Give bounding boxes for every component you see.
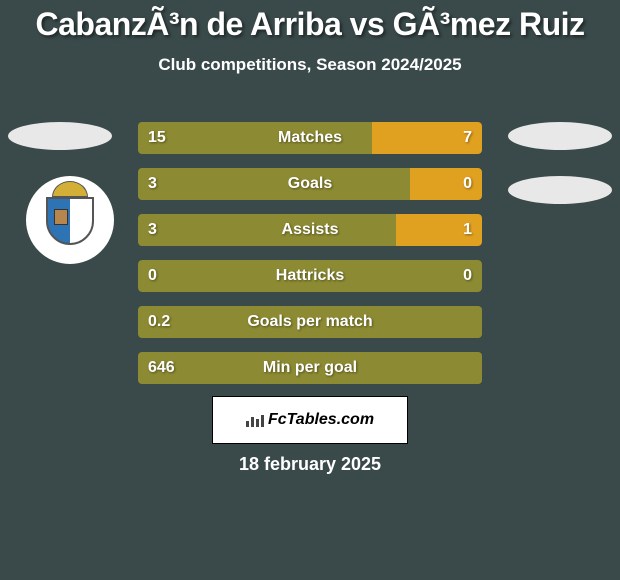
stat-value-right: 7 [463,129,472,147]
player1-club-crest [26,176,114,264]
stat-label: Assists [282,221,339,239]
page-title: CabanzÃ³n de Arriba vs GÃ³mez Ruiz [0,0,620,43]
stats-bars-container: 15 7 Matches 3 0 Goals 3 1 Assists 0 0 Hattricks 0.2… [138,122,482,398]
stat-label: Goals [288,175,332,193]
stat-value-right: 1 [463,221,472,239]
player2-club-badge-placeholder-1 [508,122,612,150]
stat-label: Matches [278,129,342,147]
crest-icon [46,191,94,249]
bar-chart-icon [246,413,264,427]
stat-value-right: 0 [463,267,472,285]
stat-value-left: 0 [148,267,157,285]
stat-row: 3 1 Assists [138,214,482,246]
footer-attribution[interactable]: FcTables.com [212,396,408,444]
stat-label: Hattricks [276,267,344,285]
stats-comparison-card: CabanzÃ³n de Arriba vs GÃ³mez Ruiz Club … [0,0,620,580]
player2-club-badge-placeholder-2 [508,176,612,204]
stat-row: 0.2 Goals per match [138,306,482,338]
stat-value-right: 0 [463,175,472,193]
date-text: 18 february 2025 [239,454,381,475]
stat-row: 646 Min per goal [138,352,482,384]
subtitle: Club competitions, Season 2024/2025 [0,55,620,75]
footer-brand-text: FcTables.com [268,411,374,429]
stat-value-left: 3 [148,221,157,239]
stat-row: 0 0 Hattricks [138,260,482,292]
stat-value-left: 0.2 [148,313,170,331]
stat-value-left: 15 [148,129,166,147]
stat-row: 15 7 Matches [138,122,482,154]
stat-label: Goals per match [247,313,372,331]
stat-row: 3 0 Goals [138,168,482,200]
stat-value-left: 3 [148,175,157,193]
stat-value-left: 646 [148,359,175,377]
stat-label: Min per goal [263,359,357,377]
player1-club-badge-placeholder-1 [8,122,112,150]
